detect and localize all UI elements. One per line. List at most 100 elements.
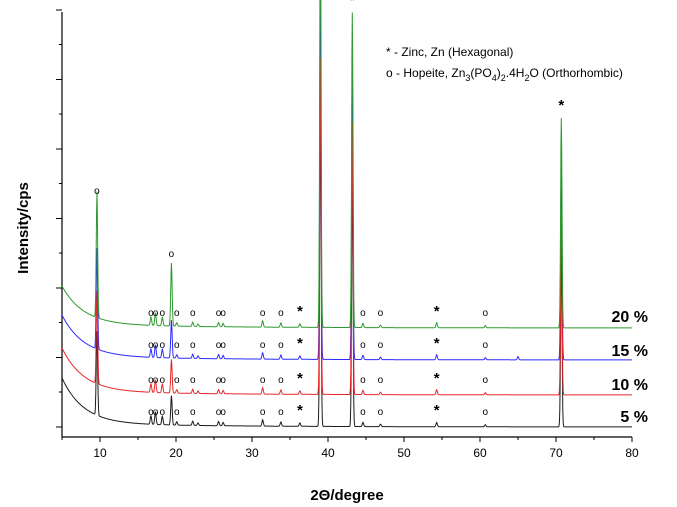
hopeite-peak-marker: o [148, 308, 154, 319]
hopeite-peak-marker: o [483, 340, 489, 351]
hopeite-peak-marker: o [220, 407, 226, 418]
hopeite-peak-marker: o [360, 407, 366, 418]
hopeite-peak-marker: o [148, 375, 154, 386]
legend-text-part: - Hopeite, Zn [396, 66, 465, 80]
hopeite-peak-marker: o [216, 407, 222, 418]
legend-text-part: O (Orthorhombic) [530, 66, 623, 80]
x-axis-label: 2Θ/degree [310, 487, 383, 504]
hopeite-peak-marker: o [360, 340, 366, 351]
axes [61, 12, 632, 438]
x-tick-label-50: 50 [397, 446, 411, 460]
peak-markers: oo***ooooooooooooooooooooooooooooooooooo… [94, 0, 564, 419]
x-tick-label-70: 70 [549, 446, 563, 460]
hopeite-peak-marker: o [160, 308, 166, 319]
hopeite-peak-marker: o [153, 375, 159, 386]
x-tick-label-80: 80 [625, 446, 639, 460]
x-tick-label-30: 30 [245, 446, 259, 460]
x-tick-label-20: 20 [169, 446, 183, 460]
hopeite-peak-marker: o [190, 375, 196, 386]
zinc-peak-marker: * [297, 370, 303, 387]
zinc-peak-marker: * [349, 0, 355, 9]
legend-subscript: 4 [492, 73, 497, 83]
hopeite-peak-marker: o [220, 308, 226, 319]
zinc-peak-marker: * [434, 303, 440, 320]
hopeite-peak-marker: o [174, 407, 180, 418]
hopeite-peak-marker: o [378, 407, 384, 418]
x-tick-label-40: 40 [321, 446, 335, 460]
legend-subscript: 3 [465, 73, 470, 83]
hopeite-peak-marker: o [153, 308, 159, 319]
series-line-20pct [61, 0, 632, 329]
hopeite-peak-marker: o [378, 308, 384, 319]
hopeite-peak-marker: o [278, 375, 284, 386]
hopeite-peak-marker: o [260, 375, 266, 386]
hopeite-peak-marker: o [94, 186, 100, 197]
hopeite-peak-marker: o [278, 308, 284, 319]
hopeite-peak-marker: o [160, 340, 166, 351]
hopeite-peak-marker: o [174, 340, 180, 351]
x-tick-label-10: 10 [93, 446, 107, 460]
legend: * - Zinc, Zn (Hexagonal) o - Hopeite, Zn… [386, 45, 623, 83]
hopeite-peak-marker: o [190, 340, 196, 351]
legend-hopeite-symbol: o [386, 66, 393, 80]
hopeite-peak-marker: o [216, 308, 222, 319]
series-lines [61, 0, 632, 428]
series-label-10pct: 10 % [612, 377, 648, 394]
hopeite-peak-marker: o [260, 308, 266, 319]
hopeite-peak-marker: o [360, 375, 366, 386]
hopeite-peak-marker: o [378, 340, 384, 351]
series-line-10pct [61, 58, 632, 396]
hopeite-peak-marker: o [360, 308, 366, 319]
zinc-peak-marker: * [297, 303, 303, 320]
legend-zinc: * - Zinc, Zn (Hexagonal) [386, 45, 513, 59]
y-axis-label: Intensity/cps [15, 182, 32, 274]
legend-text-part: (PO [470, 66, 491, 80]
hopeite-peak-marker: o [148, 407, 154, 418]
hopeite-peak-marker: o [483, 407, 489, 418]
hopeite-peak-marker: o [169, 249, 175, 260]
series-line-15pct [61, 2, 632, 361]
legend-text-part: .4H [506, 66, 525, 80]
hopeite-peak-marker: o [216, 340, 222, 351]
hopeite-peak-marker: o [483, 308, 489, 319]
zinc-peak-marker: * [434, 335, 440, 352]
x-ticks: 10 20 30 40 50 60 70 80 [61, 437, 639, 460]
hopeite-peak-marker: o [153, 407, 159, 418]
hopeite-peak-marker: o [260, 340, 266, 351]
hopeite-peak-marker: o [378, 375, 384, 386]
hopeite-peak-marker: o [260, 407, 266, 418]
hopeite-peak-marker: o [220, 375, 226, 386]
legend-subscript: 2 [524, 73, 529, 83]
hopeite-peak-marker: o [278, 407, 284, 418]
hopeite-peak-marker: o [160, 407, 166, 418]
series-label-5pct: 5 % [620, 409, 648, 426]
series-labels: 5 % 10 % 15 % 20 % [612, 309, 648, 426]
zinc-peak-marker: * [297, 402, 303, 419]
legend-subscript: 2 [501, 73, 506, 83]
zinc-peak-marker: * [434, 370, 440, 387]
legend-zinc-text: - Zinc, Zn (Hexagonal) [391, 45, 514, 59]
series-line-5pct [61, 111, 632, 428]
legend-zinc-symbol: * [386, 45, 391, 59]
hopeite-peak-marker: o [216, 375, 222, 386]
series-label-20pct: 20 % [612, 309, 648, 326]
hopeite-peak-marker: o [278, 340, 284, 351]
zinc-peak-marker: * [434, 402, 440, 419]
legend-text-part: ) [497, 66, 501, 80]
zinc-peak-marker: * [297, 335, 303, 352]
hopeite-peak-marker: o [190, 308, 196, 319]
hopeite-peak-marker: o [220, 340, 226, 351]
hopeite-peak-marker: o [148, 340, 154, 351]
hopeite-peak-marker: o [190, 407, 196, 418]
hopeite-peak-marker: o [174, 308, 180, 319]
y-ticks [56, 9, 62, 428]
hopeite-peak-marker: o [153, 340, 159, 351]
legend-hopeite: o - Hopeite, Zn3(PO4)2.4H2O (Orthorhombi… [386, 66, 623, 83]
hopeite-peak-marker: o [160, 375, 166, 386]
zinc-peak-marker: * [558, 97, 564, 114]
hopeite-peak-marker: o [174, 375, 180, 386]
series-label-15pct: 15 % [612, 343, 648, 360]
x-tick-label-60: 60 [473, 446, 487, 460]
hopeite-peak-marker: o [483, 375, 489, 386]
